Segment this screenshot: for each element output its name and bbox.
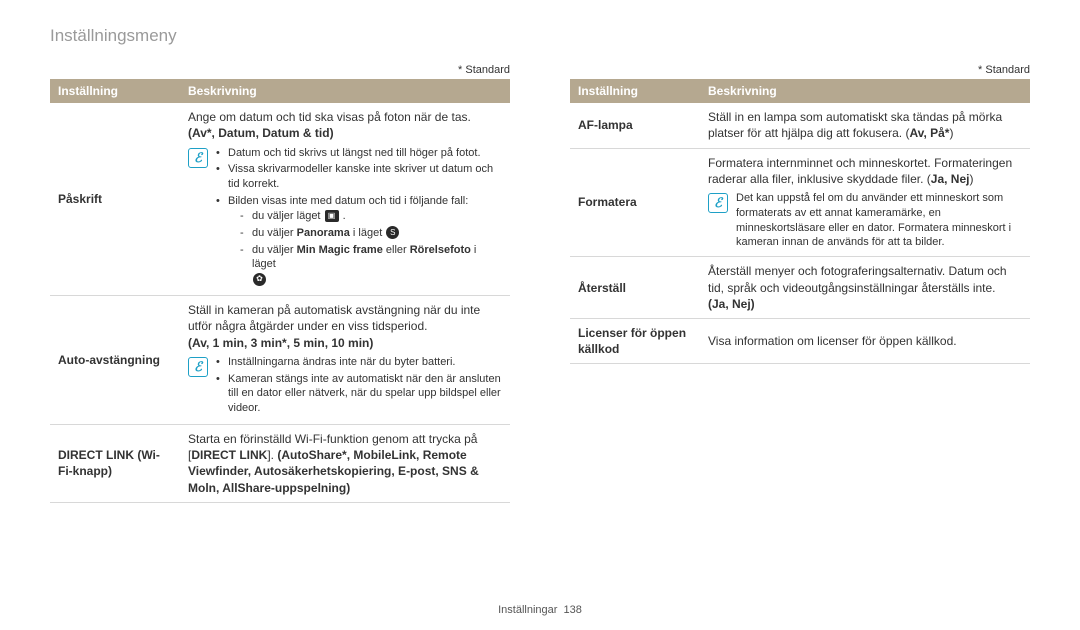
t: Rörelsefoto	[410, 244, 471, 256]
t: Min Magic frame	[297, 244, 383, 256]
t: Av, På*	[909, 126, 949, 140]
note-icon	[708, 193, 728, 213]
setting-desc: Återställ menyer och fotograferingsalter…	[700, 257, 1030, 319]
t: du väljer läget	[252, 210, 324, 222]
table-row: Återställ Återställ menyer och fotografe…	[570, 257, 1030, 319]
note-box: Inställningarna ändras inte när du byter…	[188, 355, 502, 418]
setting-name: DIRECT LINK (Wi-Fi-knapp)	[50, 425, 180, 503]
mode-icon: S	[386, 226, 399, 239]
mode-icon: ✿	[253, 273, 266, 286]
setting-name: Auto-avstängning	[50, 296, 180, 425]
t: du väljer	[252, 244, 297, 256]
table-row: Påskrift Ange om datum och tid ska visas…	[50, 103, 510, 295]
t: i läget	[350, 227, 385, 239]
setting-name: Formatera	[570, 148, 700, 257]
t: ].	[267, 448, 277, 462]
note-box: Det kan uppstå fel om du använder ett mi…	[708, 191, 1022, 250]
note-item: Inställningarna ändras inte när du byter…	[216, 355, 502, 370]
page: Inställningsmeny * Standard Inställning …	[0, 0, 1080, 630]
t: Ställ in en lampa som automatiskt ska tä…	[708, 110, 1002, 140]
desc-text: Ställ in kameran på automatisk avstängni…	[188, 303, 480, 333]
col-header-setting: Inställning	[570, 79, 700, 103]
t: (Ja, Nej)	[708, 297, 755, 311]
setting-desc: Ange om datum och tid ska visas på foton…	[180, 103, 510, 295]
col-header-setting: Inställning	[50, 79, 180, 103]
mode-icon: ▣	[325, 210, 339, 222]
note-box: Datum och tid skrivs ut längst ned till …	[188, 146, 502, 290]
setting-name: Påskrift	[50, 103, 180, 295]
setting-desc: Visa information om licenser för öppen k…	[700, 318, 1030, 363]
footer-page-number: 138	[564, 604, 582, 616]
t: )	[949, 126, 953, 140]
note-body: Datum och tid skrivs ut längst ned till …	[216, 146, 502, 290]
note-icon	[188, 148, 208, 168]
setting-desc: Formatera internminnet och minneskortet.…	[700, 148, 1030, 257]
note-item: Kameran stängs inte av automatiskt när d…	[216, 372, 502, 417]
setting-desc: Starta en förinställd Wi-Fi-funktion gen…	[180, 425, 510, 503]
note-item: Vissa skrivarmodeller kanske inte skrive…	[216, 162, 502, 192]
table-row: Licenser för öppen källkod Visa informat…	[570, 318, 1030, 363]
desc-text: Ange om datum och tid ska visas på foton…	[188, 110, 471, 124]
standard-note-left: * Standard	[50, 64, 510, 76]
content-columns: * Standard Inställning Beskrivning Påskr…	[50, 64, 1030, 503]
t: du väljer	[252, 227, 297, 239]
options-text: (Av*, Datum, Datum & tid)	[188, 126, 334, 140]
table-row: Formatera Formatera internminnet och min…	[570, 148, 1030, 257]
note-sub-item: du väljer Panorama i läget S	[228, 226, 502, 241]
settings-table-right: Inställning Beskrivning AF-lampa Ställ i…	[570, 79, 1030, 364]
setting-desc: Ställ in en lampa som automatiskt ska tä…	[700, 103, 1030, 148]
setting-desc: Ställ in kameran på automatisk avstängni…	[180, 296, 510, 425]
t: Återställ menyer och fotograferingsalter…	[708, 264, 1007, 294]
note-item: Bilden visas inte med datum och tid i fö…	[216, 194, 502, 287]
col-header-description: Beskrivning	[180, 79, 510, 103]
left-column: * Standard Inställning Beskrivning Påskr…	[50, 64, 510, 503]
note-body: Inställningarna ändras inte när du byter…	[216, 355, 502, 418]
setting-name: Licenser för öppen källkod	[570, 318, 700, 363]
note-body: Det kan uppstå fel om du använder ett mi…	[736, 191, 1022, 250]
col-header-description: Beskrivning	[700, 79, 1030, 103]
table-row: Auto-avstängning Ställ in kameran på aut…	[50, 296, 510, 425]
t: DIRECT LINK	[191, 448, 267, 462]
settings-table-left: Inställning Beskrivning Påskrift Ange om…	[50, 79, 510, 503]
page-title: Inställningsmeny	[50, 26, 1030, 46]
t: Panorama	[297, 227, 350, 239]
note-sub-item: du väljer läget ▣ .	[228, 209, 502, 224]
note-sub-item: du väljer Min Magic frame eller Rörelsef…	[228, 243, 502, 288]
table-row: DIRECT LINK (Wi-Fi-knapp) Starta en föri…	[50, 425, 510, 503]
t: Ja, Nej	[931, 172, 970, 186]
table-row: AF-lampa Ställ in en lampa som automatis…	[570, 103, 1030, 148]
footer-label: Inställningar	[498, 604, 557, 616]
options-text: (Av, 1 min, 3 min*, 5 min, 10 min)	[188, 336, 373, 350]
page-footer: Inställningar 138	[0, 604, 1080, 616]
t: )	[969, 172, 973, 186]
setting-name: AF-lampa	[570, 103, 700, 148]
note-text: Bilden visas inte med datum och tid i fö…	[228, 195, 468, 207]
note-item: Datum och tid skrivs ut längst ned till …	[216, 146, 502, 161]
standard-note-right: * Standard	[570, 64, 1030, 76]
t: eller	[383, 244, 410, 256]
right-column: * Standard Inställning Beskrivning AF-la…	[570, 64, 1030, 503]
note-icon	[188, 357, 208, 377]
setting-name: Återställ	[570, 257, 700, 319]
